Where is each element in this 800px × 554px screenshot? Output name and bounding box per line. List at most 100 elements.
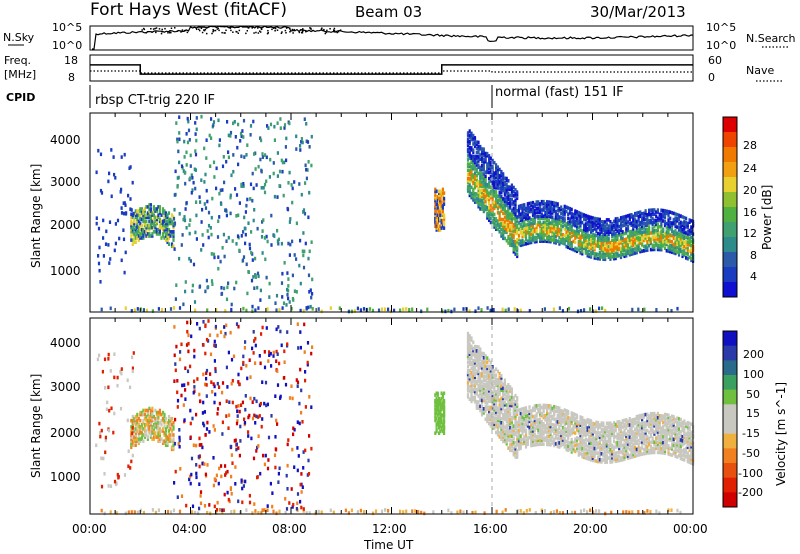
data-cell	[250, 436, 253, 441]
data-cell	[507, 411, 510, 416]
data-cell	[495, 175, 498, 180]
data-cell	[688, 230, 691, 235]
data-cell	[649, 247, 652, 252]
data-cell	[468, 385, 471, 389]
data-cell	[488, 366, 491, 371]
data-cell	[632, 218, 635, 223]
data-cell	[498, 176, 501, 180]
data-cell	[588, 248, 591, 252]
data-cell	[484, 409, 487, 413]
data-cell	[679, 233, 682, 237]
data-cell	[621, 242, 624, 247]
data-cell	[148, 429, 151, 433]
data-cell	[526, 409, 529, 414]
data-cell	[105, 229, 108, 234]
data-cell	[466, 168, 470, 173]
data-cell	[468, 342, 471, 346]
data-cell	[581, 235, 584, 239]
data-cell	[256, 475, 259, 480]
data-cell	[283, 349, 286, 354]
data-cell	[600, 238, 603, 243]
data-cell	[628, 234, 631, 238]
data-cell	[210, 380, 213, 384]
data-cell	[491, 397, 494, 402]
data-cell	[466, 333, 470, 338]
data-cell	[234, 135, 237, 139]
data-cell	[167, 414, 171, 419]
data-cell	[509, 385, 512, 389]
data-cell	[278, 184, 281, 188]
data-cell	[466, 180, 470, 185]
data-cell	[614, 219, 617, 223]
noise-sky-point	[259, 31, 262, 33]
data-cell	[651, 245, 654, 250]
data-cell	[530, 413, 533, 417]
data-cell	[667, 249, 670, 253]
data-cell	[293, 180, 296, 184]
data-cell	[491, 367, 494, 371]
data-cell	[546, 229, 549, 233]
data-cell	[519, 415, 522, 420]
noise-sky-point	[198, 28, 200, 31]
noise-sky-point	[204, 28, 207, 31]
data-cell	[473, 183, 477, 188]
data-cell	[303, 117, 306, 121]
data-cell	[286, 292, 289, 297]
data-cell	[533, 215, 536, 219]
data-cell	[310, 163, 313, 168]
data-cell	[570, 245, 573, 249]
data-cell	[242, 306, 245, 311]
data-cell	[623, 221, 626, 225]
data-cell	[516, 231, 519, 236]
data-cell	[512, 442, 515, 447]
data-cell	[155, 215, 158, 220]
data-cell	[493, 216, 496, 221]
data-cell	[600, 242, 603, 247]
data-cell	[238, 201, 241, 205]
data-cell	[148, 414, 151, 419]
data-cell	[245, 508, 248, 512]
data-cell	[480, 392, 484, 397]
data-cell	[507, 228, 510, 233]
data-cell	[183, 215, 186, 219]
data-cell	[223, 180, 226, 185]
data-cell	[625, 254, 628, 258]
data-cell	[256, 271, 260, 276]
data-cell	[243, 155, 246, 159]
data-cell	[479, 384, 482, 388]
power-cbar-tick-28: 28	[743, 139, 757, 152]
data-cell	[544, 214, 547, 219]
data-cell	[679, 224, 682, 229]
noise-sky-point	[271, 28, 273, 31]
data-cell	[574, 221, 577, 226]
data-cell	[123, 211, 126, 216]
data-cell	[480, 359, 484, 364]
data-cell	[164, 221, 168, 226]
data-cell	[356, 510, 359, 514]
data-cell	[639, 212, 642, 217]
data-cell	[519, 422, 522, 426]
data-cell	[136, 230, 139, 234]
data-cell	[146, 427, 149, 431]
data-cell	[213, 428, 216, 432]
data-cell	[480, 308, 483, 312]
data-cell	[600, 244, 603, 249]
data-cell	[593, 247, 596, 252]
data-cell	[172, 225, 175, 230]
data-cell	[583, 236, 586, 240]
noise-sky-point	[161, 28, 163, 31]
data-cell	[648, 237, 651, 242]
data-cell	[670, 248, 674, 252]
data-cell	[593, 233, 596, 237]
data-cell	[523, 410, 526, 415]
data-cell	[514, 214, 517, 219]
data-cell	[151, 219, 154, 224]
data-cell	[505, 214, 508, 218]
data-cell	[649, 212, 652, 217]
data-cell	[660, 235, 663, 240]
data-cell	[441, 395, 444, 399]
data-cell	[122, 201, 125, 205]
data-cell	[581, 247, 584, 252]
data-cell	[205, 278, 208, 283]
data-cell	[480, 394, 484, 399]
